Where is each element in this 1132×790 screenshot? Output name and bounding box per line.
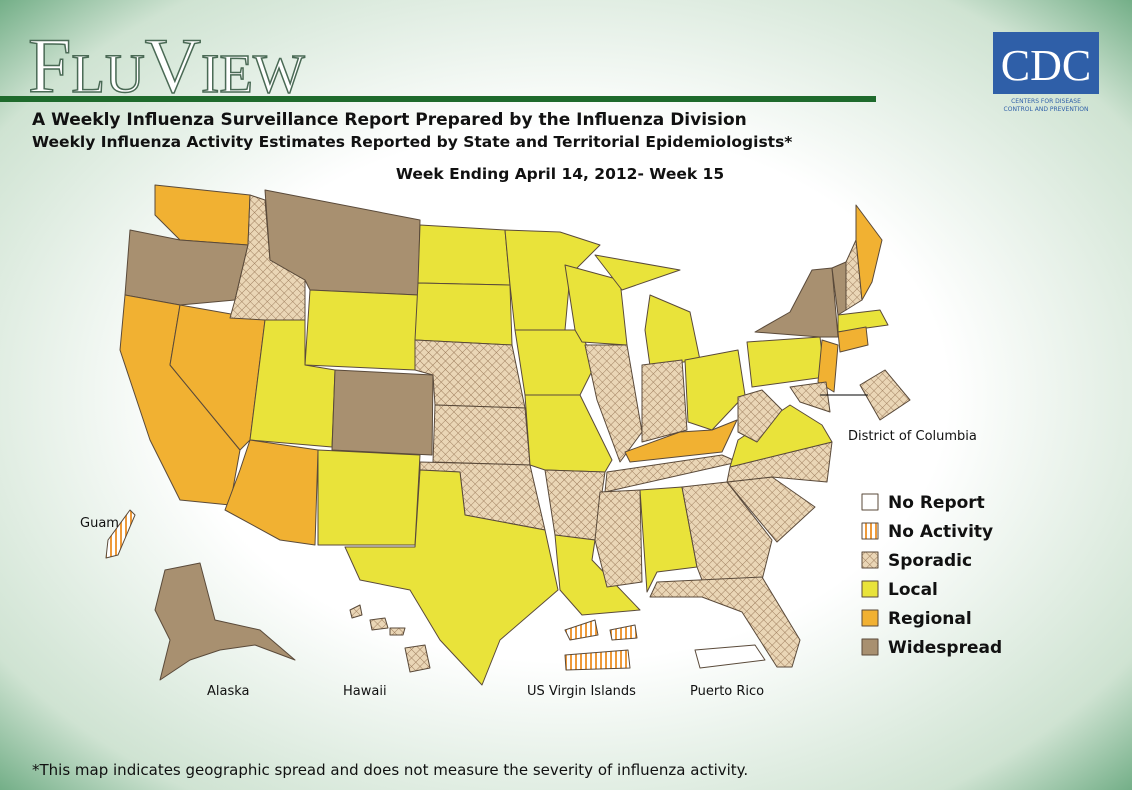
- state: [514, 329, 596, 396]
- us-map: [105, 184, 911, 686]
- usvi: [564, 649, 631, 671]
- state: [624, 419, 738, 463]
- legend-swatch: [861, 493, 879, 511]
- map-label: US Virgin Islands: [527, 684, 636, 699]
- state: [837, 309, 889, 333]
- hawaii: [389, 627, 406, 636]
- map-label: Alaska: [207, 684, 250, 699]
- legend-label: Sporadic: [888, 551, 972, 571]
- legend-label: Regional: [888, 609, 972, 629]
- logo-line: CONTROL AND PREVENTION: [1004, 106, 1089, 113]
- logo-text: CDC: [1001, 41, 1091, 90]
- legend-swatch: [861, 638, 879, 656]
- state: [432, 404, 531, 466]
- state: [737, 389, 783, 443]
- state: [837, 326, 869, 353]
- legend-swatch: [861, 522, 879, 540]
- state: [414, 282, 513, 346]
- map-label: Puerto Rico: [690, 684, 764, 699]
- title: FluView: [28, 22, 305, 109]
- state: [331, 369, 434, 456]
- map-label: Guam: [80, 516, 119, 531]
- legend-swatch: [861, 551, 879, 569]
- state: [594, 489, 643, 588]
- subtitle: A Weekly Influenza Surveillance Report P…: [32, 110, 747, 130]
- footnote: *This map indicates geographic spread an…: [32, 761, 748, 779]
- state: [817, 339, 839, 393]
- state: [564, 264, 628, 346]
- state: [641, 359, 688, 443]
- guam: [105, 509, 136, 559]
- logo-line: CENTERS FOR DISEASE: [1011, 98, 1081, 105]
- state: [317, 449, 421, 546]
- map-labels: District of Columbia Guam Alaska Hawaii …: [80, 429, 977, 699]
- legend-label: Widespread: [888, 638, 1002, 658]
- hawaii: [349, 604, 363, 619]
- dc-inset: [859, 369, 911, 421]
- legend: No Report No Activity Sporadic Local Regiona…: [861, 493, 1002, 658]
- legend-label: Local: [888, 580, 938, 600]
- puerto-rico: [694, 644, 766, 669]
- legend-label: No Activity: [888, 522, 993, 542]
- state: [344, 469, 559, 686]
- state: [594, 254, 681, 291]
- state: [649, 576, 801, 668]
- map-label: District of Columbia: [848, 429, 977, 444]
- map-label: Hawaii: [343, 684, 387, 699]
- hawaii: [369, 617, 389, 631]
- week: Week Ending April 14, 2012- Week 15: [396, 165, 724, 183]
- subtitle2: Weekly Influenza Activity Estimates Repo…: [32, 133, 792, 151]
- alaska: [154, 562, 296, 681]
- title-rule: [0, 96, 876, 102]
- cdc-logo: CDC CENTERS FOR DISEASE CONTROL AND PREV…: [993, 32, 1099, 113]
- state: [684, 349, 746, 431]
- state: [504, 229, 601, 331]
- state: [584, 344, 643, 463]
- legend-swatch: [861, 609, 879, 627]
- state: [855, 204, 883, 301]
- state: [304, 289, 419, 371]
- hawaii: [404, 644, 431, 673]
- legend-swatch: [861, 580, 879, 598]
- state: [639, 486, 698, 593]
- state: [417, 224, 511, 286]
- logo-box: [993, 32, 1099, 94]
- state: [789, 381, 831, 413]
- usvi: [564, 619, 599, 641]
- legend-label: No Report: [888, 493, 985, 513]
- usvi: [609, 624, 638, 641]
